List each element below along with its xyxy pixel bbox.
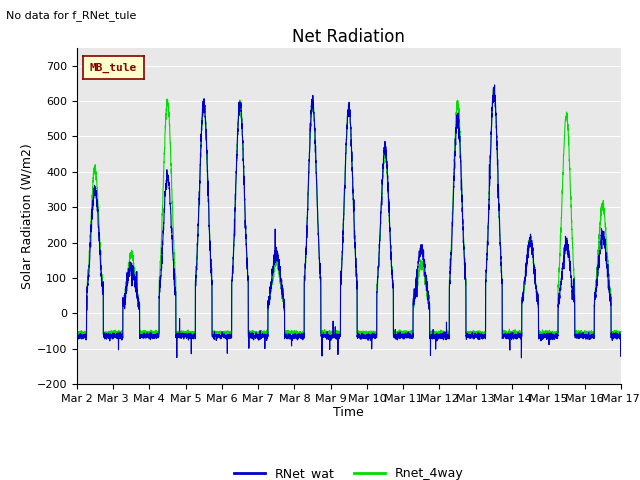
X-axis label: Time: Time — [333, 407, 364, 420]
Text: MB_tule: MB_tule — [90, 62, 137, 73]
Text: No data for f_RNet_tule: No data for f_RNet_tule — [6, 10, 137, 21]
Title: Net Radiation: Net Radiation — [292, 28, 405, 47]
Legend: RNet_wat, Rnet_4way: RNet_wat, Rnet_4way — [229, 462, 468, 480]
Y-axis label: Solar Radiation (W/m2): Solar Radiation (W/m2) — [20, 143, 34, 289]
